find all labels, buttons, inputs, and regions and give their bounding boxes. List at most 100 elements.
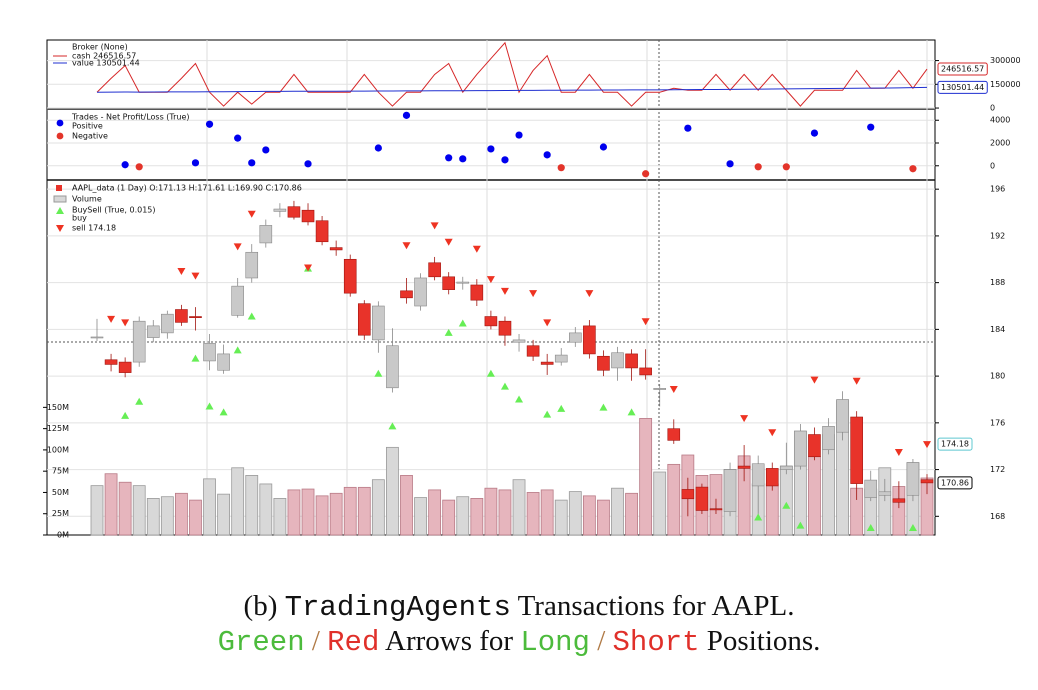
volume-bar (231, 467, 245, 536)
buy-marker (796, 521, 805, 529)
candle-body (906, 462, 920, 496)
y-tick-label: 100M (47, 445, 69, 454)
trade-point (205, 120, 214, 128)
volume-bar (639, 418, 653, 536)
candle-body (639, 367, 652, 376)
legend-swatch (56, 225, 64, 232)
volume-bar (146, 498, 160, 536)
volume-bar (779, 465, 793, 536)
candle-body (498, 320, 512, 336)
y-tick-label: 168 (990, 512, 1005, 521)
volume-bar (104, 473, 118, 536)
sell-marker (500, 287, 509, 295)
volume-bar (245, 475, 259, 536)
sell-marker (585, 290, 594, 298)
volume-bar (512, 479, 526, 536)
sell-marker (402, 242, 411, 250)
trade-point (726, 160, 734, 168)
volume-bar (456, 496, 470, 536)
buy-marker (444, 328, 453, 336)
caption-text: Green (217, 626, 305, 659)
last-value-label: 174.18 (941, 440, 969, 449)
y-tick-label: 184 (990, 325, 1005, 334)
legend-swatch (56, 185, 62, 191)
y-tick-label: 0M (57, 531, 69, 540)
legend-label: Volume (72, 195, 102, 204)
sell-marker (233, 243, 242, 251)
caption-text: / (597, 625, 606, 657)
candle-body (428, 262, 441, 278)
sell-marker (486, 276, 495, 284)
volume-bar (217, 493, 231, 536)
volume-bar (189, 499, 202, 536)
volume-bar (287, 489, 301, 536)
candle-body (681, 489, 695, 500)
volume-bar (568, 491, 582, 536)
buy-marker (247, 312, 256, 320)
legend-label: value 130501.44 (72, 59, 140, 68)
caption-text: Red (327, 626, 380, 659)
candle-body (456, 281, 470, 284)
trade-point (402, 111, 411, 119)
buy-marker (543, 410, 552, 418)
y-tick-label: 75M (52, 467, 69, 476)
trade-point (459, 155, 467, 163)
candle-body (90, 336, 104, 339)
volume-bar (160, 496, 174, 536)
candle-body (203, 343, 216, 362)
buy-marker (121, 411, 130, 419)
candle-body (625, 353, 638, 369)
sell-marker (923, 441, 931, 449)
sell-marker (304, 264, 313, 272)
candle-body (146, 325, 160, 338)
trade-point (234, 134, 242, 142)
volume-bar (203, 478, 216, 536)
buy-marker (754, 513, 763, 521)
candle-body (597, 355, 610, 371)
legend-label: BuySell (True, 0.015) (72, 206, 156, 215)
legend-label: Positive (72, 122, 103, 131)
trade-point (191, 159, 200, 167)
candle-body (653, 388, 667, 390)
candle-body (850, 416, 863, 484)
last-value-box (937, 62, 988, 76)
legend-label: Negative (72, 132, 108, 141)
volume-bar (667, 463, 681, 536)
volume-bar (526, 492, 540, 536)
volume-bar (132, 485, 146, 536)
candle-body (343, 258, 357, 294)
legend-title: Trades - Net Profit/Loss (True) (71, 113, 190, 122)
buy-marker (500, 382, 509, 390)
y-tick-label: 300000 (990, 56, 1021, 65)
candle-body (175, 309, 188, 323)
sell-marker (894, 449, 903, 457)
trade-point (642, 170, 650, 178)
sell-marker (247, 210, 256, 218)
legend-label: cash 246516.57 (72, 52, 136, 61)
volume-bar (597, 499, 610, 536)
volume-bar (554, 499, 568, 536)
candle-body (540, 361, 554, 365)
trade-point (121, 161, 129, 169)
legend-label: buy (72, 214, 87, 223)
candle-body (920, 479, 934, 484)
sell-marker (669, 385, 678, 393)
trade-point (135, 163, 143, 171)
y-tick-label: 125M (47, 424, 69, 433)
volume-bar (301, 488, 315, 536)
candle-body (526, 345, 540, 357)
volume-bar (611, 487, 624, 536)
trade-point (262, 146, 270, 154)
candle-body (259, 225, 273, 244)
volume-bar (259, 483, 273, 536)
trade-point (909, 165, 917, 173)
candle-body (484, 316, 498, 327)
candle-body (780, 465, 793, 470)
volume-bar (442, 499, 456, 536)
sell-marker (641, 318, 650, 326)
volume-bar (498, 489, 512, 536)
volume-bar (315, 495, 329, 536)
sell-marker (768, 429, 777, 437)
sell-marker (852, 377, 861, 385)
candle-body (287, 206, 301, 218)
